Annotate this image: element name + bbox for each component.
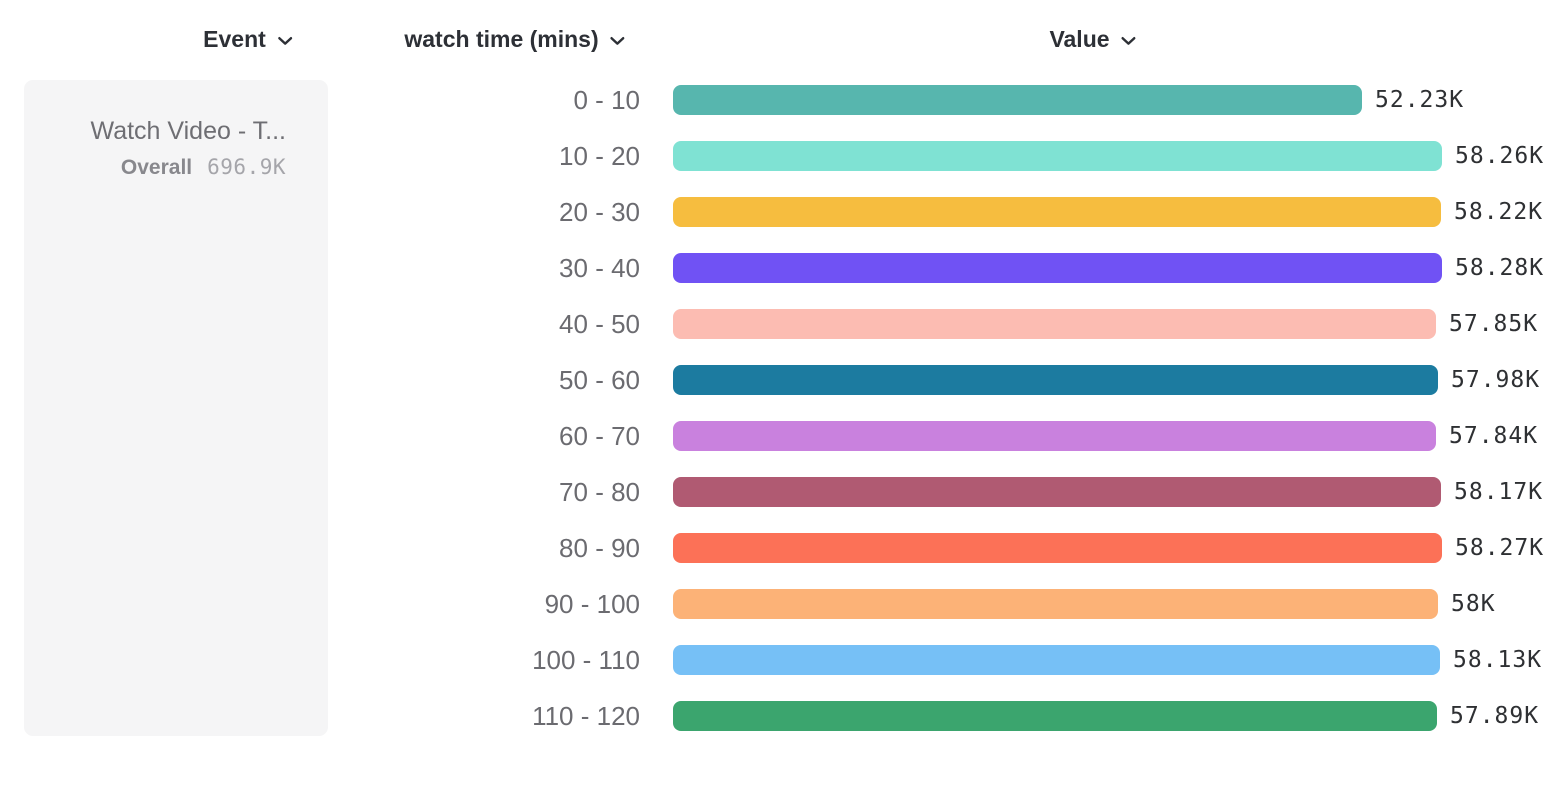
- chart-row: 20 - 30 58.22K: [0, 184, 1568, 240]
- bucket-label: 10 - 20: [559, 140, 640, 171]
- chevron-down-icon: [610, 36, 626, 46]
- bucket-label: 110 - 120: [532, 700, 640, 731]
- value-label: 57.89K: [1450, 703, 1540, 729]
- chart-row: 40 - 50 57.85K: [0, 296, 1568, 352]
- bar-track: 58.13K: [673, 645, 1568, 675]
- value-bar[interactable]: [673, 421, 1436, 451]
- bucket-label: 90 - 100: [544, 588, 640, 619]
- value-bar[interactable]: [673, 197, 1441, 227]
- bar-track: 58.22K: [673, 197, 1568, 227]
- bucket-label: 80 - 90: [559, 532, 640, 563]
- chart-row: 10 - 20 58.26K: [0, 128, 1568, 184]
- bar-track: 57.89K: [673, 701, 1568, 731]
- bar-track: 58.28K: [673, 253, 1568, 283]
- bar-track: 58.17K: [673, 477, 1568, 507]
- value-label: 58.28K: [1455, 255, 1545, 281]
- bar-track: 57.84K: [673, 421, 1568, 451]
- bucket-label: 100 - 110: [532, 644, 640, 675]
- chevron-down-icon: [1121, 36, 1137, 46]
- bar-track: 58.27K: [673, 533, 1568, 563]
- bucket-label: 20 - 30: [559, 196, 640, 227]
- value-label: 58.17K: [1454, 479, 1544, 505]
- value-bar[interactable]: [673, 589, 1438, 619]
- chart-row: 110 - 120 57.89K: [0, 688, 1568, 744]
- event-overall-row: Overall 696.9K: [44, 155, 286, 180]
- bar-chart: 0 - 10 52.23K 10 - 20 58.26K 20 - 30 58.…: [0, 72, 1568, 744]
- event-card[interactable]: Watch Video - T... Overall 696.9K: [24, 80, 328, 736]
- chart-row: 0 - 10 52.23K: [0, 72, 1568, 128]
- column-header-value-label: Value: [1049, 26, 1110, 52]
- bucket-label: 70 - 80: [559, 476, 640, 507]
- value-bar[interactable]: [673, 141, 1442, 171]
- bar-track: 52.23K: [673, 85, 1568, 115]
- value-label: 58.27K: [1455, 535, 1545, 561]
- value-label: 58K: [1451, 591, 1496, 617]
- bar-track: 58K: [673, 589, 1568, 619]
- value-label: 58.22K: [1454, 199, 1544, 225]
- column-header-event-label: Event: [203, 26, 266, 52]
- column-header-value[interactable]: Value: [1049, 26, 1136, 53]
- value-label: 58.13K: [1453, 647, 1543, 673]
- value-bar[interactable]: [673, 645, 1440, 675]
- chevron-down-icon: [277, 36, 293, 46]
- overall-label: Overall: [120, 156, 193, 179]
- chart-row: 100 - 110 58.13K: [0, 632, 1568, 688]
- bucket-label: 40 - 50: [559, 308, 640, 339]
- chart-row: 80 - 90 58.27K: [0, 520, 1568, 576]
- chart-row: 50 - 60 57.98K: [0, 352, 1568, 408]
- column-header-breakdown-label: watch time (mins): [404, 26, 599, 52]
- column-header-event[interactable]: Event: [203, 26, 293, 53]
- chart-row: 30 - 40 58.28K: [0, 240, 1568, 296]
- bar-track: 58.26K: [673, 141, 1568, 171]
- value-bar[interactable]: [673, 85, 1362, 115]
- event-title: Watch Video - T...: [90, 117, 286, 145]
- value-label: 52.23K: [1375, 87, 1465, 113]
- chart-row: 90 - 100 58K: [0, 576, 1568, 632]
- value-label: 57.84K: [1449, 423, 1539, 449]
- bucket-label: 0 - 10: [573, 84, 641, 115]
- bucket-label: 50 - 60: [559, 364, 640, 395]
- chart-row: 60 - 70 57.84K: [0, 408, 1568, 464]
- overall-value: 696.9K: [207, 155, 286, 179]
- bucket-label: 30 - 40: [559, 252, 640, 283]
- bar-track: 57.85K: [673, 309, 1568, 339]
- value-label: 58.26K: [1455, 143, 1545, 169]
- value-bar[interactable]: [673, 533, 1442, 563]
- value-bar[interactable]: [673, 477, 1441, 507]
- chart-row: 70 - 80 58.17K: [0, 464, 1568, 520]
- value-bar[interactable]: [673, 365, 1438, 395]
- value-bar[interactable]: [673, 309, 1436, 339]
- value-label: 57.85K: [1449, 311, 1539, 337]
- bucket-label: 60 - 70: [559, 420, 640, 451]
- column-header-breakdown[interactable]: watch time (mins): [404, 26, 625, 53]
- value-label: 57.98K: [1451, 367, 1541, 393]
- bar-track: 57.98K: [673, 365, 1568, 395]
- value-bar[interactable]: [673, 701, 1437, 731]
- value-bar[interactable]: [673, 253, 1442, 283]
